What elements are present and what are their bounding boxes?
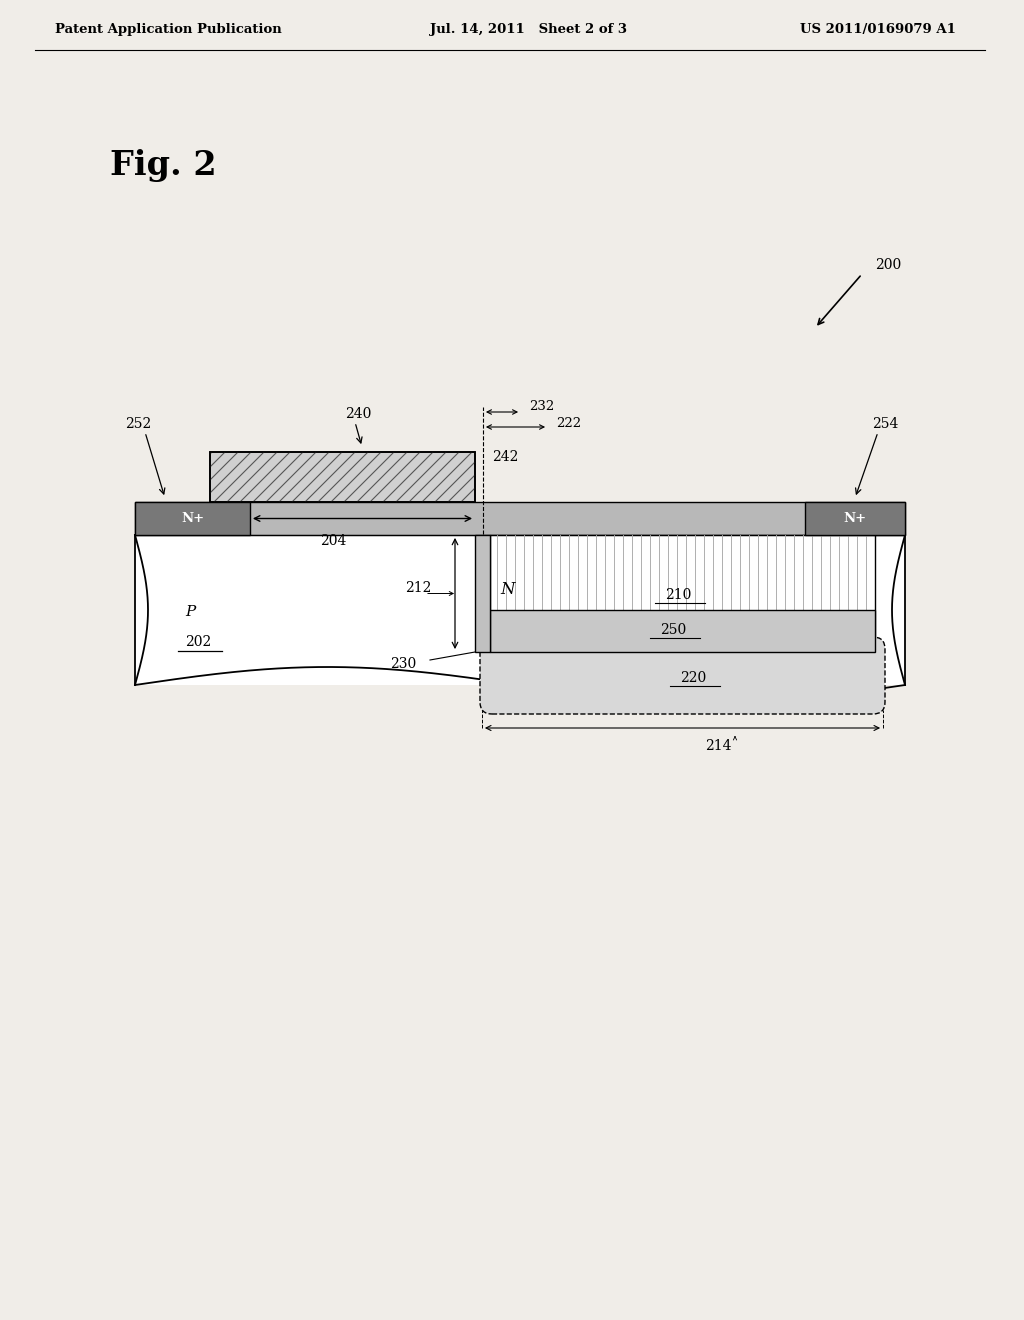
Bar bbox=[475, 535, 490, 652]
FancyBboxPatch shape bbox=[480, 638, 885, 714]
Text: N+: N+ bbox=[181, 512, 204, 525]
Text: N: N bbox=[501, 582, 515, 598]
Bar bbox=[135, 502, 250, 535]
Text: Patent Application Publication: Patent Application Publication bbox=[55, 24, 282, 37]
Bar bbox=[210, 451, 475, 502]
Text: US 2011/0169079 A1: US 2011/0169079 A1 bbox=[800, 24, 955, 37]
Text: 210: 210 bbox=[665, 587, 691, 602]
Text: 214: 214 bbox=[705, 739, 731, 752]
Bar bbox=[805, 502, 905, 535]
Text: 240: 240 bbox=[345, 407, 372, 421]
Text: 220: 220 bbox=[680, 671, 707, 685]
Text: 242: 242 bbox=[492, 450, 518, 465]
Text: Fig. 2: Fig. 2 bbox=[110, 149, 217, 181]
Text: 202: 202 bbox=[185, 635, 211, 649]
Bar bbox=[210, 451, 475, 502]
Bar bbox=[135, 535, 905, 685]
Bar bbox=[490, 535, 874, 652]
Text: 232: 232 bbox=[529, 400, 554, 413]
Text: 200: 200 bbox=[874, 257, 901, 272]
Text: Jul. 14, 2011   Sheet 2 of 3: Jul. 14, 2011 Sheet 2 of 3 bbox=[430, 24, 627, 37]
Text: 222: 222 bbox=[556, 417, 582, 429]
Text: P: P bbox=[185, 605, 196, 619]
Text: 230: 230 bbox=[390, 657, 416, 671]
Bar bbox=[490, 610, 874, 652]
Bar bbox=[135, 502, 905, 535]
Text: 250: 250 bbox=[660, 623, 686, 638]
Text: 212: 212 bbox=[406, 582, 431, 595]
Text: 254: 254 bbox=[872, 417, 898, 432]
Text: N+: N+ bbox=[844, 512, 866, 525]
Text: 204: 204 bbox=[319, 533, 346, 548]
Text: 252: 252 bbox=[125, 417, 152, 432]
